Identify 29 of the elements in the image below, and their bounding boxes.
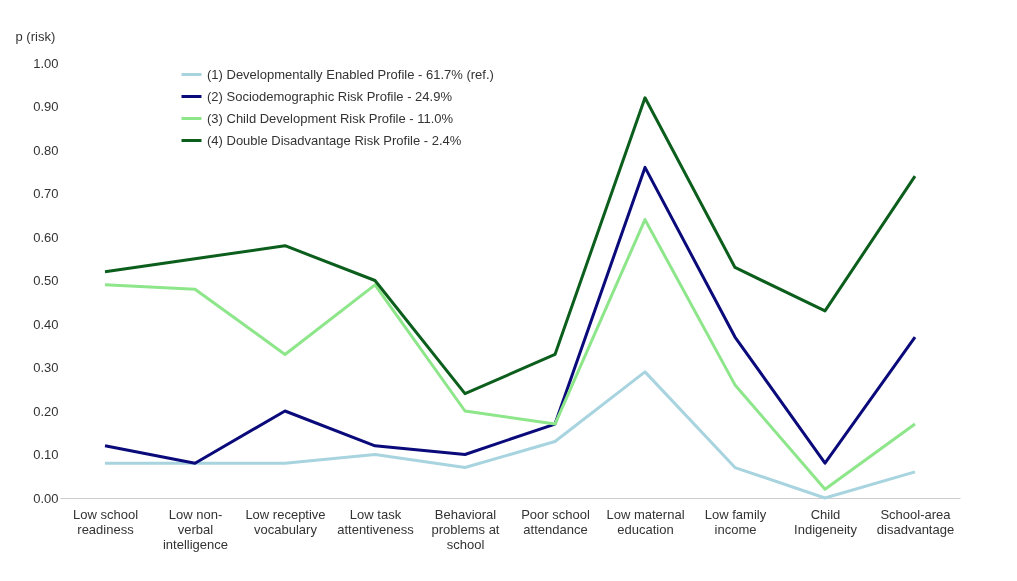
y-tick-label: 0.20 [33, 403, 59, 419]
x-tick-label: Low receptive vocabulary [245, 506, 326, 537]
y-axis-title: p (risk) [15, 28, 56, 44]
y-tick-label: 0.60 [33, 229, 59, 245]
x-tick-label: Low maternal education [606, 506, 685, 537]
line-series [103, 218, 917, 491]
line-series [103, 370, 917, 500]
y-tick-label: 0.30 [33, 360, 59, 375]
y-tick-label: 0.50 [33, 273, 59, 288]
legend-label: (1) Developmentally Enabled Profile - 61.7% (ref.) [207, 66, 494, 82]
x-tick-label: School-area disadvantage [876, 506, 955, 537]
x-tick-label: Low family income [704, 506, 767, 537]
x-tick-label: Behavioral problems at school [431, 506, 500, 552]
y-tick-label: 0.00 [33, 490, 59, 506]
x-tick-label: Low school readiness [72, 506, 139, 537]
x-tick-label: Poor school attendance [521, 506, 590, 537]
line-series [103, 165, 917, 465]
y-tick-label: 0.90 [33, 99, 59, 114]
x-tick-label: Low task attentiveness [337, 506, 415, 537]
y-tick-label: 0.80 [33, 142, 59, 158]
legend-label: (2) Sociodemographic Risk Profile - 24.9% [207, 88, 453, 104]
y-tick-label: 0.40 [33, 316, 59, 332]
y-tick-label: 0.10 [33, 447, 59, 462]
legend-label: (3) Child Development Risk Profile - 11.0% [207, 110, 454, 126]
legend-label: (4) Double Disadvantage Risk Profile - 2.4% [207, 132, 462, 148]
x-tick-label: Low non-verbal intelligence [162, 506, 229, 552]
x-tick-label: Child Indigeneity [794, 506, 858, 537]
y-tick-label: 1.00 [33, 55, 59, 71]
y-tick-label: 0.70 [33, 186, 59, 201]
